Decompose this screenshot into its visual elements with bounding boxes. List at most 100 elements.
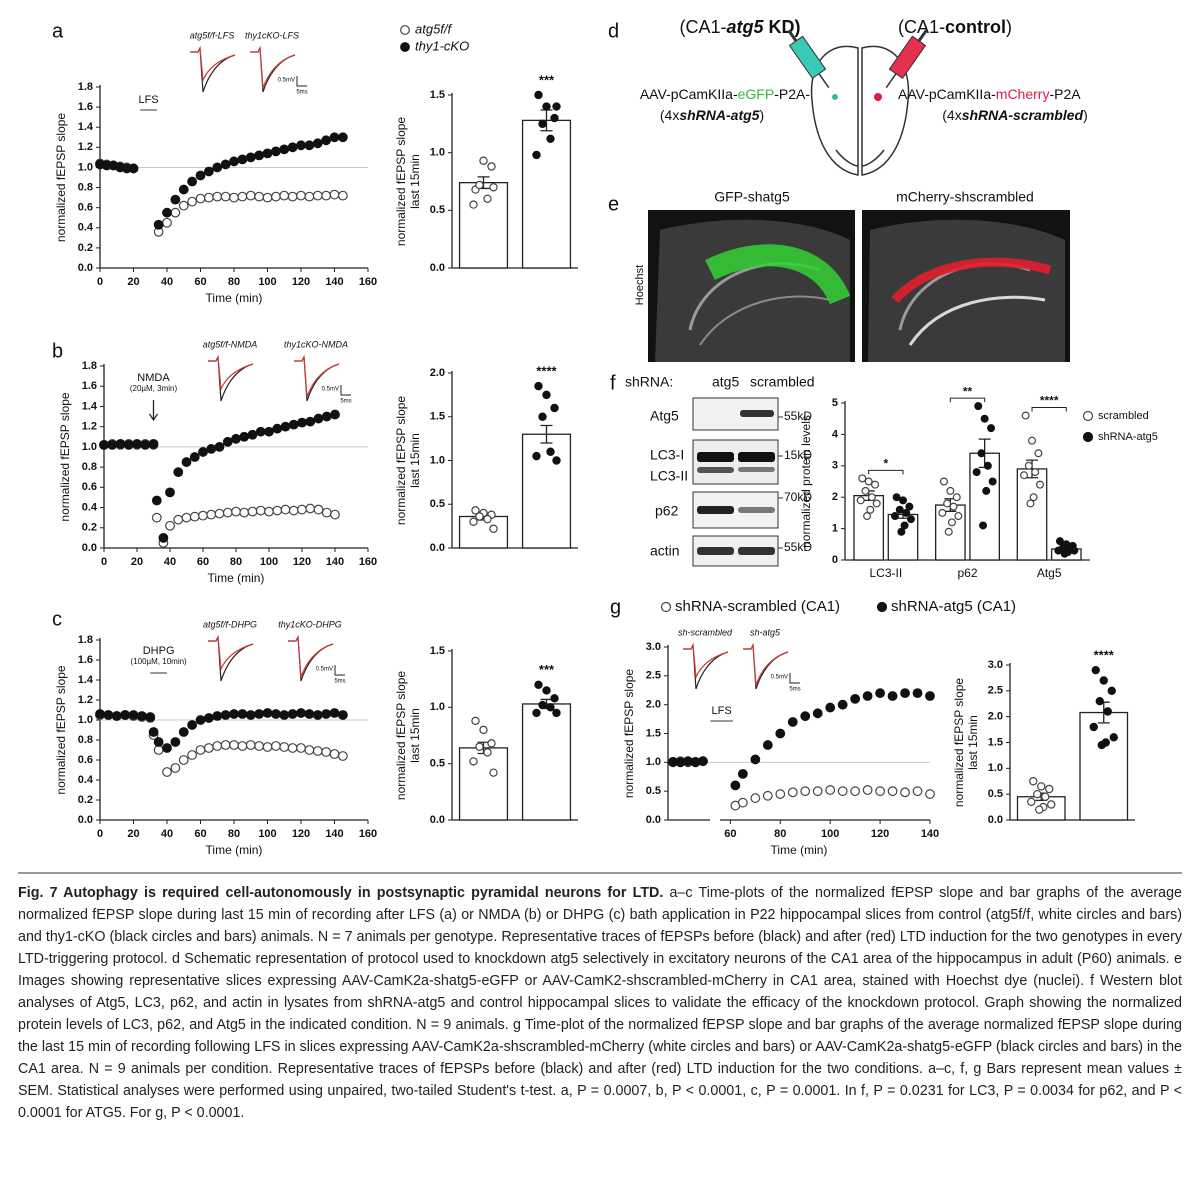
open-point [296, 743, 306, 753]
y-tick-label: 0.4 [78, 222, 94, 234]
y-tick-label: 0.8 [78, 181, 93, 193]
filled-point [875, 688, 885, 699]
filled-point [270, 709, 281, 719]
filled-point [532, 451, 541, 461]
filled-point [980, 414, 989, 423]
filled-point [925, 691, 935, 701]
filled-point [212, 711, 223, 721]
filled-point [546, 703, 555, 712]
filled-point [1097, 740, 1106, 750]
caption-body: a–c Time-plots of the normalized fEPSP s… [18, 885, 1182, 1121]
bar [458, 182, 509, 269]
filled-point [1055, 537, 1064, 546]
filled-point [262, 708, 273, 718]
inset-label: thy1cKO-NMDA [284, 339, 348, 349]
filled-point [153, 219, 164, 230]
filled-point [534, 381, 543, 391]
open-point [483, 514, 492, 524]
filled-point [165, 487, 175, 498]
y-tick-label: 0.0 [78, 262, 93, 274]
stim-label: NMDA [137, 372, 170, 384]
y-tick-label: 1.2 [78, 694, 93, 706]
open-point [1020, 471, 1029, 480]
open-point [483, 748, 492, 757]
trace [208, 634, 254, 672]
filled-point [895, 505, 904, 514]
scale-label: 0.5mV [322, 387, 339, 393]
significance: **** [536, 364, 557, 379]
y-tick-label: 0.5 [988, 788, 1003, 800]
open-point [287, 191, 298, 202]
open-point [329, 189, 340, 200]
y-tick-label: 1.0 [430, 701, 445, 713]
open-point [925, 789, 935, 799]
filled-point [247, 429, 258, 440]
d-vector: AAV-pCamKIIa-eGFP-P2A- [640, 86, 810, 102]
filled-point [195, 715, 206, 725]
x-tick-label: 160 [359, 276, 377, 288]
stim-arrow [148, 400, 159, 422]
filled-point [312, 138, 323, 149]
d-title-part: (CA1- [679, 17, 726, 37]
open-point [660, 601, 672, 613]
inset-label: atg5f/f-NMDA [203, 339, 258, 349]
filled-point [280, 421, 291, 432]
open-point [489, 183, 498, 192]
filled-point [297, 417, 307, 428]
y-tick-label: 0.5 [430, 498, 445, 510]
filled-point [532, 708, 541, 718]
open-point [305, 503, 316, 514]
y-tick-label: 2.5 [646, 670, 661, 682]
x-tick-label: 120 [292, 276, 310, 288]
open-point [195, 193, 206, 204]
filled-point [400, 42, 410, 52]
y-tick-label: 0.2 [78, 794, 93, 806]
syringe-red [885, 29, 928, 89]
bar [458, 515, 509, 549]
open-point [270, 741, 281, 751]
filled-point [151, 495, 162, 506]
filled-point [103, 710, 114, 720]
x-tick-label: Atg5 [1037, 566, 1062, 580]
legend-label: thy1-cKO [415, 38, 469, 53]
bar [521, 119, 572, 269]
filled-point [698, 756, 708, 767]
filled-point [837, 699, 848, 710]
open-point [220, 191, 231, 202]
d-vector-part: -P2A [1049, 86, 1081, 102]
open-point [762, 790, 773, 801]
filled-point [987, 424, 996, 433]
open-point [1037, 782, 1046, 791]
open-point [203, 743, 214, 753]
open-point [321, 190, 332, 201]
open-point [1021, 411, 1030, 420]
open-point [489, 768, 498, 777]
open-point [787, 787, 798, 798]
filled-point [107, 439, 118, 450]
open-point [475, 512, 484, 521]
open-point [312, 746, 323, 756]
filled-point [552, 102, 561, 111]
blot-row-label: Atg5 [650, 408, 679, 424]
y-tick-label: 1.0 [430, 147, 445, 159]
panel-letter: c [52, 608, 62, 630]
open-point [304, 745, 315, 755]
x-tick-label: 120 [292, 828, 310, 840]
open-point [858, 474, 867, 483]
open-point [330, 509, 340, 520]
e-label: mCherry-shscrambled [896, 189, 1034, 205]
filled-point [95, 709, 105, 719]
open-point [400, 25, 410, 35]
y-tick-label: 2 [832, 491, 838, 503]
inset-label: thy1cKO-DHPG [278, 619, 342, 629]
inset-label: atg5f/f-DHPG [203, 619, 257, 629]
open-point [264, 506, 274, 517]
panel-letter: f [610, 372, 616, 394]
y-tick-label: 1.4 [78, 121, 94, 133]
x-tick-label: 140 [326, 556, 344, 568]
scale-label: 5ms [296, 90, 307, 96]
y-tick-label: 1.0 [78, 161, 93, 173]
filled-point [132, 438, 142, 449]
stim-sublabel: (20µM, 3min) [130, 384, 178, 393]
